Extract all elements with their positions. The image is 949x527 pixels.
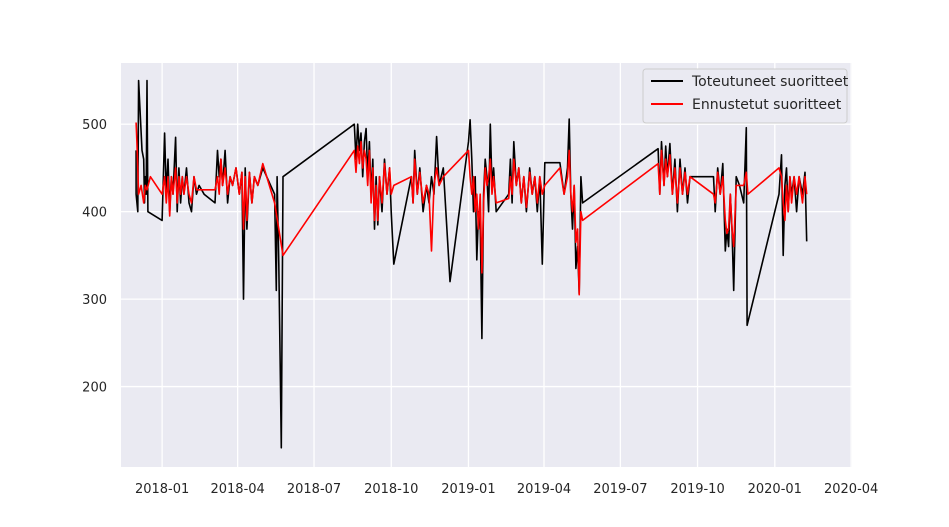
x-tick-label: 2020-04 xyxy=(824,482,878,497)
series-line-1 xyxy=(135,122,808,296)
x-tick-label: 2020-01 xyxy=(748,482,802,497)
series-lines xyxy=(135,79,808,449)
legend-box xyxy=(642,68,848,124)
legend: Toteutuneet suoritteet Ennustetut suorit… xyxy=(642,68,849,124)
y-tick-label: 300 xyxy=(82,293,107,308)
x-tick-label: 2019-04 xyxy=(517,482,571,497)
x-tick-label: 2018-01 xyxy=(135,482,189,497)
y-tick-label: 400 xyxy=(82,206,107,221)
y-tick-label: 200 xyxy=(82,381,107,396)
y-tick-label: 500 xyxy=(82,118,107,133)
x-tick-label: 2018-04 xyxy=(210,482,264,497)
x-tick-label: 2018-10 xyxy=(364,482,418,497)
x-axis-tick-labels: 2018-01 2018-04 2018-07 2018-10 2019-01 2019-… xyxy=(135,482,878,497)
legend-label-series-1: Ennustetut suoritteet xyxy=(692,97,842,113)
x-tick-label: 2019-10 xyxy=(670,482,724,497)
x-tick-label: 2019-07 xyxy=(593,482,647,497)
x-tick-label: 2018-07 xyxy=(287,482,341,497)
legend-label-series-0: Toteutuneet suoritteet xyxy=(691,74,849,90)
y-axis-tick-labels: 200 300 400 500 xyxy=(82,118,107,395)
x-tick-label: 2019-01 xyxy=(441,482,495,497)
